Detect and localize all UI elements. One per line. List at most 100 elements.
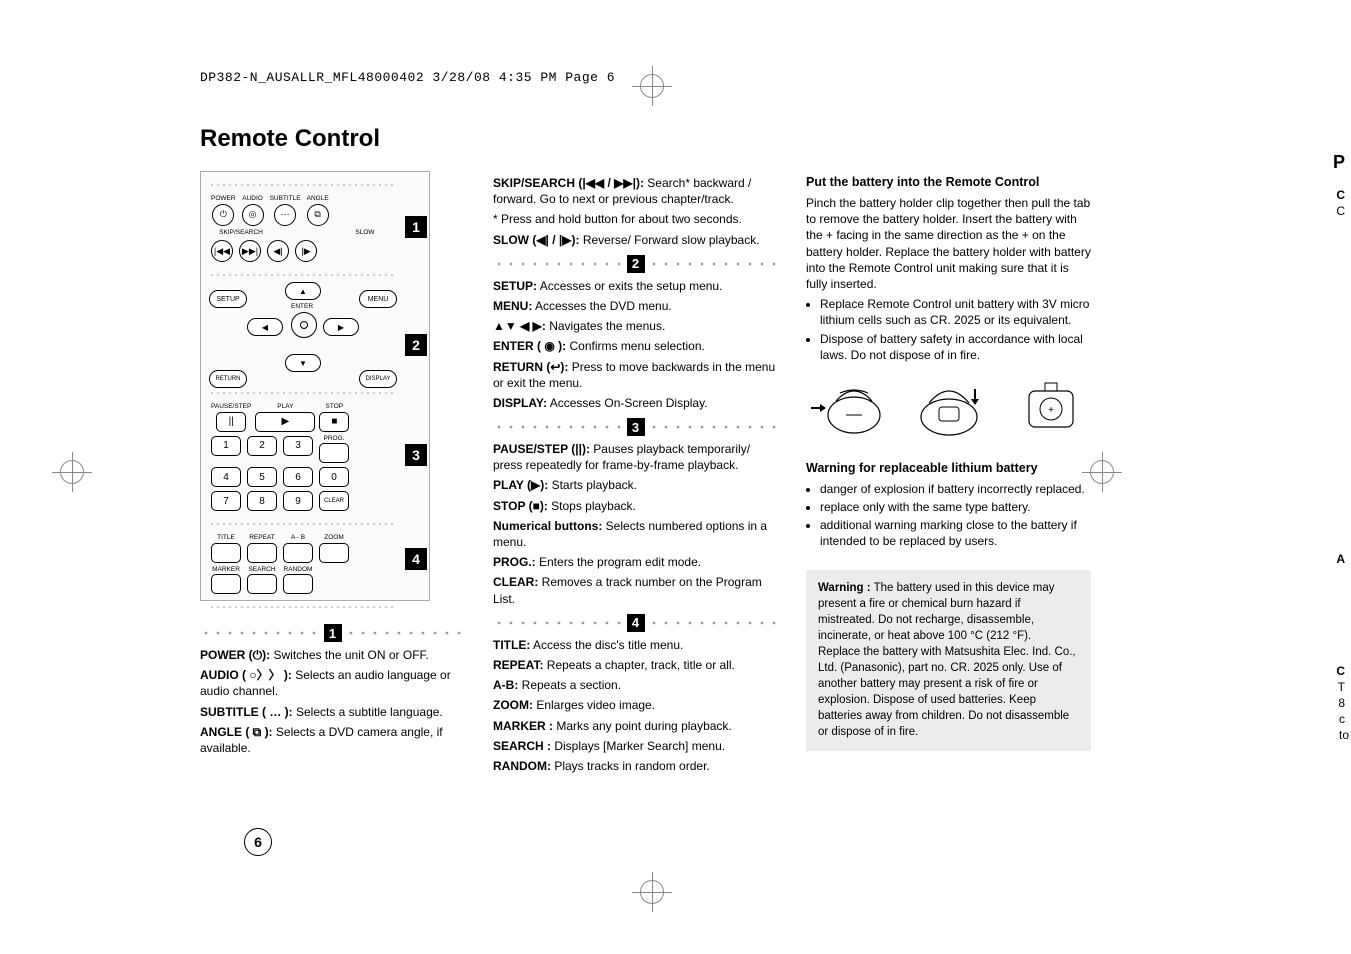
label-random: RANDOM	[284, 567, 313, 574]
label-subtitle: SUBTITLE	[270, 196, 301, 203]
description-entry: SETUP: Accesses or exits the setup menu.	[493, 278, 778, 294]
description-entry: AUDIO ( ○〉〉 ): Selects an audio language…	[200, 667, 465, 699]
section-badge-4: 4	[405, 548, 427, 570]
entry-value: Enters the program edit mode.	[536, 555, 701, 569]
description-entry: CLEAR: Removes a track number on the Pro…	[493, 574, 778, 606]
label-prog: PROG.	[324, 436, 345, 443]
entry-value: Accesses or exits the setup menu.	[537, 279, 722, 293]
warning-text: The battery used in this device may pres…	[818, 582, 1076, 739]
battery-illustration-3: +	[1011, 373, 1091, 443]
entry-key: A-B:	[493, 678, 518, 692]
entry-key: SEARCH :	[493, 739, 551, 753]
entry-key: PAUSE/STEP (||):	[493, 442, 590, 456]
description-entry: MENU: Accesses the DVD menu.	[493, 298, 778, 314]
play-button: ▶	[255, 412, 315, 432]
entry-value: Reverse/ Forward slow playback.	[580, 233, 760, 247]
description-entry: RANDOM: Plays tracks in random order.	[493, 758, 778, 774]
skip-back-button: |◀◀	[211, 240, 233, 262]
pause-button: ||	[216, 412, 246, 432]
description-entry: ANGLE ( ⧉ ): Selects a DVD camera angle,…	[200, 724, 465, 756]
label-stop: STOP	[326, 404, 344, 411]
label-repeat: REPEAT	[249, 535, 275, 542]
label-zoom: ZOOM	[324, 535, 344, 542]
down-button: ▼	[285, 354, 321, 372]
setup-button: SETUP	[209, 290, 247, 308]
entry-value: Enlarges video image.	[533, 698, 655, 712]
label-search: SEARCH	[248, 567, 275, 574]
label-enter: ENTER	[291, 304, 313, 311]
num-1-button: 1	[211, 436, 241, 456]
label-skipsearch: SKIP/SEARCH	[211, 230, 271, 237]
marker-button	[211, 574, 241, 594]
search-button	[247, 574, 277, 594]
zoom-button	[319, 543, 349, 563]
clear-button: CLEAR	[319, 491, 349, 511]
ab-button	[283, 543, 313, 563]
num-8-button: 8	[247, 491, 277, 511]
section-badge-2: 2	[405, 334, 427, 356]
up-button: ▲	[285, 282, 321, 300]
section-divider-2: 2	[493, 256, 778, 272]
entry-key: AUDIO ( ○〉〉 ):	[200, 668, 292, 682]
list-item: Replace Remote Control unit battery with…	[820, 296, 1091, 328]
description-entry: SUBTITLE ( … ): Selects a subtitle langu…	[200, 704, 465, 720]
stop-button: ■	[319, 412, 349, 432]
entry-key: STOP (■):	[493, 499, 548, 513]
entry-value: Confirms menu selection.	[566, 339, 705, 353]
entry-value: Repeats a chapter, track, title or all.	[543, 658, 734, 672]
description-entry: PAUSE/STEP (||): Pauses playback tempora…	[493, 441, 778, 473]
entry-value: Plays tracks in random order.	[551, 759, 710, 773]
column-2: SKIP/SEARCH (|◀◀ / ▶▶|): Search* backwar…	[493, 171, 778, 778]
list-item: replace only with the same type battery.	[820, 499, 1091, 515]
edge-text: A	[1336, 552, 1345, 566]
entry-key: POWER (⏻):	[200, 648, 270, 662]
enter-button	[291, 312, 317, 338]
description-entry: STOP (■): Stops playback.	[493, 498, 778, 514]
entry-key: ANGLE ( ⧉ ):	[200, 725, 273, 739]
prog-button	[319, 443, 349, 463]
edge-text: C	[1336, 188, 1345, 202]
entry-value: Accesses On-Screen Display.	[547, 396, 708, 410]
description-entry: Numerical buttons: Selects numbered opti…	[493, 518, 778, 550]
section-badge-3: 3	[405, 444, 427, 466]
print-header: DP382-N_AUSALLR_MFL48000402 3/28/08 4:35…	[200, 70, 1160, 85]
return-button: RETURN	[209, 370, 247, 388]
description-entry: PROG.: Enters the program edit mode.	[493, 554, 778, 570]
entry-key: ENTER ( ◉ ):	[493, 339, 566, 353]
entry-key: PLAY (▶):	[493, 478, 548, 492]
description-entry: SEARCH : Displays [Marker Search] menu.	[493, 738, 778, 754]
num-4-button: 4	[211, 467, 241, 487]
random-button	[283, 574, 313, 594]
label-marker: MARKER	[212, 567, 240, 574]
display-button: DISPLAY	[359, 370, 397, 388]
label-audio: AUDIO	[242, 196, 263, 203]
entry-value: Displays [Marker Search] menu.	[551, 739, 725, 753]
entry-key: ▲▼ ◀ ▶:	[493, 319, 546, 333]
entry-key: SUBTITLE ( … ):	[200, 705, 293, 719]
battery-bullets-2: danger of explosion if battery incorrect…	[806, 481, 1091, 550]
description-entry: RETURN (↩): Press to move backwards in t…	[493, 359, 778, 391]
entry-key: MENU:	[493, 299, 532, 313]
entry-key: DISPLAY:	[493, 396, 547, 410]
description-entry: REPEAT: Repeats a chapter, track, title …	[493, 657, 778, 673]
description-entry: DISPLAY: Accesses On-Screen Display.	[493, 395, 778, 411]
entry-key: SETUP:	[493, 279, 537, 293]
entry-value: Navigates the menus.	[546, 319, 665, 333]
list-item: Dispose of battery safety in accordance …	[820, 331, 1091, 363]
battery-bullets-1: Replace Remote Control unit battery with…	[806, 296, 1091, 363]
entry-key: SKIP/SEARCH (|◀◀ / ▶▶|):	[493, 176, 644, 190]
label-slow: SLOW	[335, 230, 395, 237]
entry-key: RANDOM:	[493, 759, 551, 773]
battery-illustration-1	[806, 373, 886, 443]
list-item: additional warning marking close to the …	[820, 517, 1091, 549]
section-badge-1: 1	[405, 216, 427, 238]
label-title-btn: TITLE	[217, 535, 235, 542]
crop-mark-left	[60, 460, 100, 500]
num-3-button: 3	[283, 436, 313, 456]
lithium-warning-heading: Warning for replaceable lithium battery	[806, 461, 1091, 475]
left-button: ◀	[247, 318, 283, 336]
edge-text: 8	[1338, 696, 1345, 710]
edge-text: C	[1336, 664, 1345, 678]
entry-key: TITLE:	[493, 638, 530, 652]
svg-text:+: +	[1048, 405, 1054, 416]
